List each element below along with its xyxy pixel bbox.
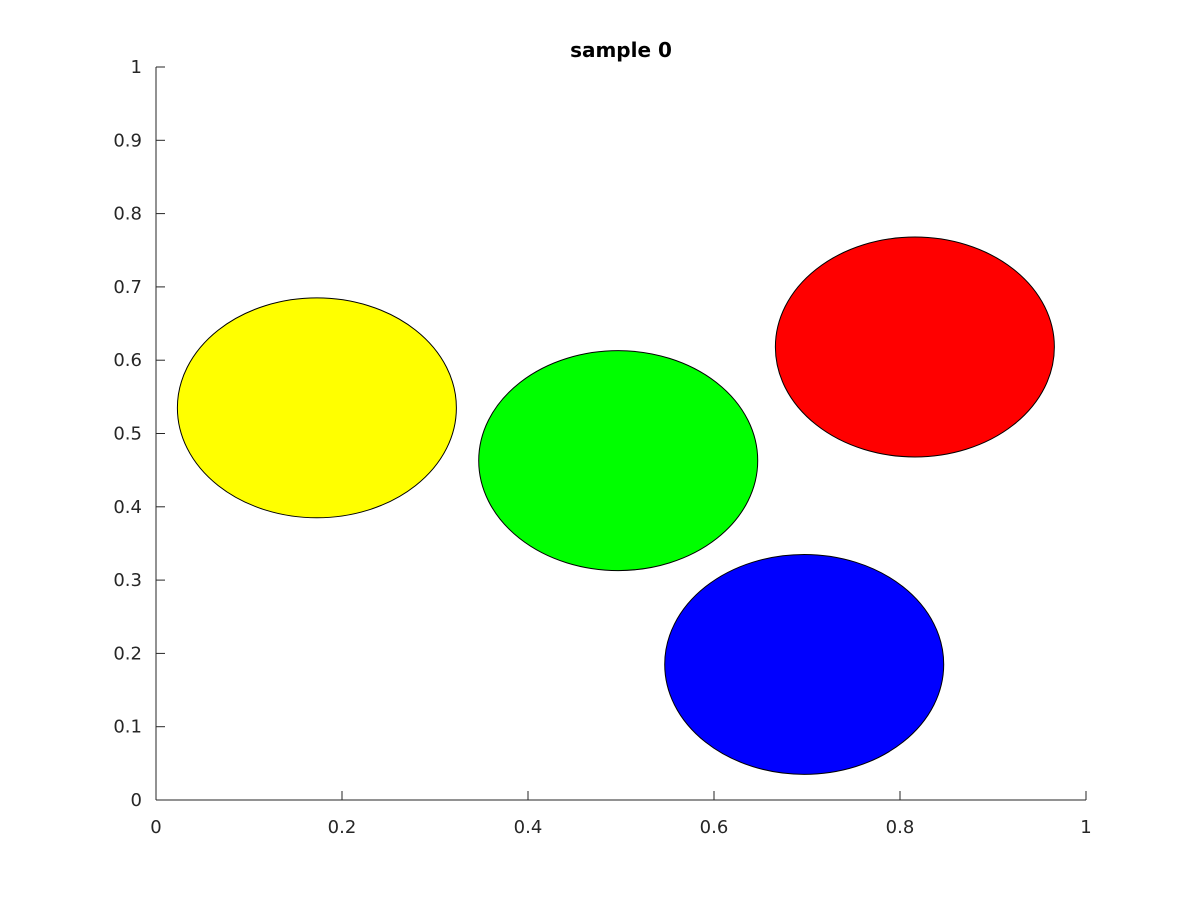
y-tick-label: 0.2 bbox=[113, 643, 142, 664]
y-tick-label: 1 bbox=[131, 57, 142, 78]
y-tick-label: 0.5 bbox=[113, 424, 142, 445]
ellipse-0 bbox=[176, 297, 457, 519]
ellipse-3 bbox=[664, 553, 945, 775]
ellipse-1 bbox=[478, 350, 759, 572]
y-tick-label: 0.4 bbox=[113, 497, 142, 518]
y-ticks: 0 0.1 0.2 0.3 0.4 0.5 0.6 0.7 0.8 0.9 1 bbox=[113, 57, 165, 811]
chart-title: sample 0 bbox=[570, 38, 672, 62]
x-tick-label: 0.8 bbox=[886, 817, 915, 838]
x-tick-label: 0 bbox=[150, 817, 161, 838]
x-tick-label: 0.6 bbox=[700, 817, 729, 838]
y-tick-label: 0.1 bbox=[113, 717, 142, 738]
ellipse-layer bbox=[176, 236, 1055, 775]
x-tick-label: 0.2 bbox=[328, 817, 357, 838]
y-tick-label: 0.3 bbox=[113, 570, 142, 591]
x-tick-label: 1 bbox=[1080, 817, 1091, 838]
x-tick-label: 0.4 bbox=[514, 817, 543, 838]
ellipse-2 bbox=[774, 236, 1055, 458]
y-tick-label: 0.8 bbox=[113, 204, 142, 225]
y-tick-label: 0.7 bbox=[113, 277, 142, 298]
y-tick-label: 0.6 bbox=[113, 350, 142, 371]
x-ticks: 0 0.2 0.4 0.6 0.8 1 bbox=[150, 791, 1092, 838]
y-tick-label: 0.9 bbox=[113, 130, 142, 151]
y-tick-label: 0 bbox=[131, 790, 142, 811]
